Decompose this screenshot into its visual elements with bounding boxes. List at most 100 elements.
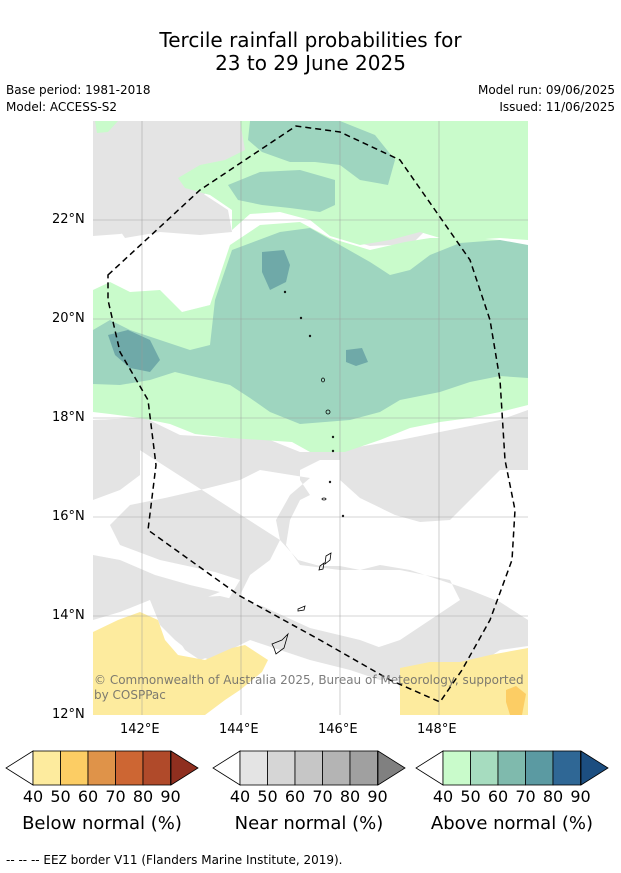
lat-label-12n: 12°N — [52, 707, 85, 722]
below-normal-40-region-southwest — [93, 612, 268, 715]
island-maug — [299, 316, 303, 320]
issued-text: Issued: 11/06/2025 — [499, 100, 615, 114]
colorbar-below-normal — [5, 750, 199, 786]
colorbar-below-cell-70 — [115, 750, 144, 786]
islands — [271, 290, 345, 655]
colorbar-above-tick-40: 40 — [432, 787, 454, 806]
below-normal-regions — [93, 612, 528, 715]
colorbar-near-cell-70 — [322, 750, 351, 786]
above-normal-60-region-west — [108, 330, 160, 372]
page-title-line2: 23 to 29 June 2025 — [215, 51, 406, 75]
base-period-text: Base period: 1981-2018 — [6, 83, 151, 97]
island-alamagan — [331, 435, 335, 439]
colorbar-below-extend-high — [170, 750, 199, 786]
colorbar-below-tick-60: 60 — [77, 787, 99, 806]
colorbar-above-extend-low — [415, 750, 444, 786]
colorbar-below-cell-80 — [142, 750, 171, 786]
near-normal-region-south-east — [150, 596, 410, 680]
island-guguan — [331, 449, 335, 453]
near-normal-region-southwest — [93, 555, 220, 620]
above-normal-50-region-north-top — [248, 121, 395, 185]
near-normal-regions — [93, 121, 528, 695]
colorbar-above-tick-80: 80 — [542, 787, 564, 806]
colorbar-near-normal — [212, 750, 406, 786]
island-guam — [271, 632, 289, 655]
colorbar-near-cell-80 — [349, 750, 378, 786]
lon-label-148e: 148°E — [417, 722, 457, 737]
lat-label-14n: 14°N — [52, 608, 85, 623]
island-anatahan — [321, 497, 327, 501]
colorbar-below-cell-50 — [60, 750, 89, 786]
lon-label-144e: 144°E — [219, 722, 259, 737]
island-tinian — [318, 562, 325, 571]
colorbar-below-extend-low — [5, 750, 34, 786]
colorbar-below-tick-40: 40 — [22, 787, 44, 806]
colorbar-near-tick-60: 60 — [284, 787, 306, 806]
above-normal-40-region-small-top — [95, 121, 118, 133]
lat-label-20n: 20°N — [52, 311, 85, 326]
colorbar-title-below: Below normal (%) — [22, 813, 182, 834]
above-normal-50-region-north-mid — [228, 170, 335, 212]
colorbar-near-extend-high — [377, 750, 406, 786]
eez-border — [107, 125, 516, 703]
model-run-text: Model run: 09/06/2025 — [477, 83, 615, 97]
copyright-line2: by COSPPac — [94, 688, 166, 702]
near-normal-region-west — [93, 418, 140, 500]
island-pagan — [325, 409, 331, 415]
colorbar-near-cell-60 — [294, 750, 323, 786]
island-rota — [297, 605, 306, 612]
colorbar-title-near: Near normal (%) — [234, 813, 384, 834]
colorbar-near-tick-50: 50 — [257, 787, 278, 806]
colorbar-near-tick-40: 40 — [229, 787, 251, 806]
lon-label-146e: 146°E — [318, 722, 358, 737]
lon-label-142e: 142°E — [120, 722, 160, 737]
page-title-line1: Tercile rainfall probabilities for — [159, 28, 462, 52]
island-asuncion — [308, 334, 312, 338]
colorbar-above-cell-80 — [552, 750, 581, 786]
colorbar-near-tick-80: 80 — [339, 787, 361, 806]
map-area: © Commonwealth of Australia 2025, Bureau… — [93, 121, 528, 715]
near-normal-region-islet — [224, 540, 242, 560]
island-farallon-de-pajaros — [283, 290, 287, 294]
island-sarigan — [328, 480, 332, 484]
colorbar-below-tick-90: 90 — [160, 787, 181, 806]
colorbar-below-tick-70: 70 — [105, 787, 126, 806]
island-saipan — [324, 552, 332, 565]
colorbar-below-cell-60 — [87, 750, 116, 786]
graticule — [93, 121, 528, 715]
model-text: Model: ACCESS-S2 — [6, 100, 118, 114]
colorbar-near-tick-90: 90 — [367, 787, 388, 806]
colorbar-near-tick-70: 70 — [312, 787, 333, 806]
above-normal-60-region-east — [346, 348, 368, 366]
below-normal-50-region-southeast — [506, 686, 526, 715]
colorbar-above-tick-60: 60 — [487, 787, 509, 806]
colorbar-above-cell-40 — [442, 750, 471, 786]
colorbar-title-above: Above normal (%) — [430, 813, 594, 834]
lat-label-22n: 22°N — [52, 212, 85, 227]
colorbar-above-cell-50 — [470, 750, 499, 786]
lat-label-18n: 18°N — [52, 410, 85, 425]
eez-legend-note: -- -- -- EEZ border V11 (Flanders Marine… — [6, 853, 343, 867]
colorbar-near-extend-low — [212, 750, 241, 786]
colorbar-near-cell-50 — [267, 750, 296, 786]
colorbar-above-cell-60 — [497, 750, 526, 786]
colorbar-above-cell-70 — [525, 750, 554, 786]
above-normal-60-region-north — [262, 250, 290, 290]
below-normal-40-region-southeast — [400, 648, 528, 715]
colorbar-above-normal — [415, 750, 609, 786]
colorbar-below-tick-50: 50 — [50, 787, 71, 806]
near-normal-region-north-west — [116, 175, 232, 238]
above-normal-50-region-main — [93, 228, 528, 424]
colorbar-above-tick-50: 50 — [460, 787, 481, 806]
colorbar-above-tick-70: 70 — [515, 787, 536, 806]
island-farallon-de-medinilla — [341, 514, 345, 518]
copyright-line1: © Commonwealth of Australia 2025, Bureau… — [94, 673, 524, 687]
colorbar-below-cell-40 — [32, 750, 61, 786]
lat-label-16n: 16°N — [52, 509, 85, 524]
colorbar-below-tick-80: 80 — [132, 787, 154, 806]
island-agrihan — [321, 377, 325, 383]
colorbar-above-tick-90: 90 — [570, 787, 591, 806]
colorbar-above-extend-high — [580, 750, 609, 786]
colorbar-near-cell-40 — [239, 750, 268, 786]
